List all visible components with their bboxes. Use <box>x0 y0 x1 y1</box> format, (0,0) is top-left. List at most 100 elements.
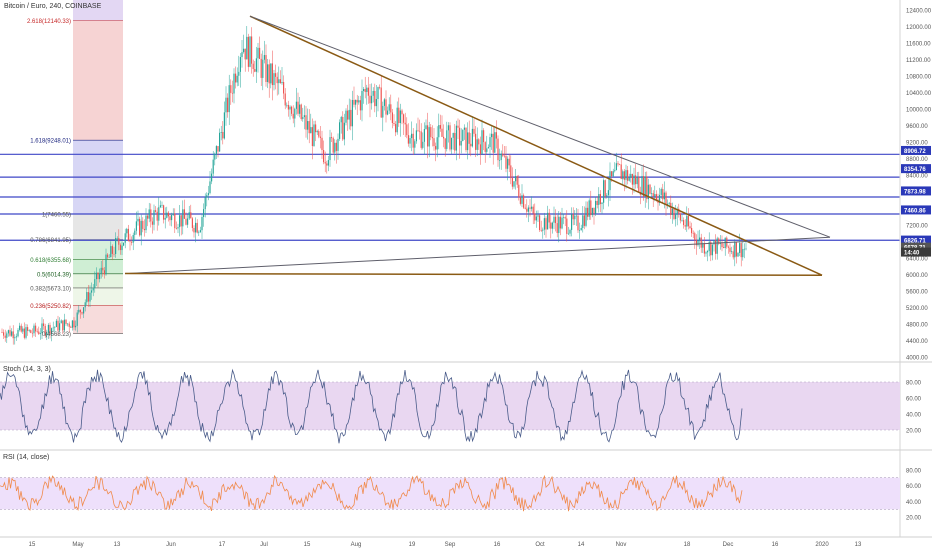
candle-body <box>86 292 88 303</box>
candle-body <box>73 320 75 328</box>
candle-body <box>399 110 401 124</box>
horizontal-levels[interactable] <box>0 153 900 241</box>
upper-trendline[interactable] <box>249 15 831 238</box>
rsi-line <box>0 474 743 512</box>
candle-body <box>151 221 153 225</box>
price-tick-4: 10800.00 <box>906 75 932 81</box>
candle-body <box>559 216 561 229</box>
candle-body <box>646 176 648 200</box>
candle-body <box>371 95 373 104</box>
price-tick-17: 5600.00 <box>906 289 928 295</box>
candle-body <box>75 325 77 328</box>
candle-body <box>451 137 453 150</box>
candle-body <box>438 125 440 138</box>
candle-body <box>716 238 718 254</box>
stoch-line <box>0 368 743 444</box>
candle-body <box>199 230 201 232</box>
time-tick-11: Oct <box>535 542 545 548</box>
candle-body <box>167 212 169 217</box>
candle-body <box>487 147 489 149</box>
stoch-pane[interactable]: 80.00 60.00 40.00 20.00 <box>0 368 922 444</box>
price-tick-18: 5200.00 <box>906 306 928 312</box>
candle-body <box>483 130 485 143</box>
candle-body <box>718 238 720 244</box>
candle-body <box>327 160 329 166</box>
fib-label-4: 0.618(6355.68) <box>30 258 71 264</box>
candle-body <box>310 127 312 134</box>
candle-body <box>38 331 40 335</box>
candle-body <box>388 104 390 111</box>
candle-body <box>193 227 195 233</box>
candle-body <box>171 215 173 221</box>
candle-body <box>673 208 675 219</box>
candle-body <box>723 247 725 249</box>
fib-zone-6 <box>73 287 123 306</box>
candle-body <box>719 243 721 244</box>
candle-body <box>425 125 427 129</box>
price-tick-5: 10400.00 <box>906 91 932 97</box>
time-axis[interactable]: 15 May 13 Jun 17 Jul 15 Aug 19 Sep 16 Oct 14 Nov 18 Dec… <box>29 542 862 548</box>
candle-body <box>439 125 441 129</box>
candle-body <box>543 218 545 230</box>
candle-body <box>262 59 264 78</box>
candle-body <box>385 99 387 115</box>
candle-body <box>454 132 456 151</box>
candle-body <box>467 132 469 151</box>
candle-body <box>6 333 8 338</box>
candle-body <box>215 146 217 154</box>
candle-body <box>271 63 273 86</box>
candle-body <box>307 121 309 130</box>
candle-body <box>430 127 432 138</box>
fib-label-1: 1.618(9248.01) <box>30 139 71 145</box>
candle-body <box>91 290 93 293</box>
candle-body <box>571 214 573 230</box>
candle-body <box>119 244 121 251</box>
candle-body <box>679 213 681 221</box>
fib-zone-7 <box>73 305 123 334</box>
trend-lines[interactable] <box>124 15 831 276</box>
candle-body <box>12 331 14 339</box>
candle-body <box>222 131 224 139</box>
price-label-bg-2 <box>901 186 931 196</box>
fib-zone-top <box>73 0 123 21</box>
candle-body <box>588 200 590 217</box>
candle-body <box>547 212 549 230</box>
candle-body <box>417 130 419 131</box>
candle-body <box>212 159 214 174</box>
candle-body <box>382 105 384 118</box>
candle-body <box>159 205 161 208</box>
candle-body <box>134 230 136 235</box>
candle-body <box>470 143 472 147</box>
candle-body <box>582 215 584 228</box>
rising-trendline[interactable] <box>124 236 831 275</box>
rsi-tick-0: 80.00 <box>906 468 922 474</box>
price-axis[interactable]: 12400.00 12000.00 11600.00 11200.00 10800.00… <box>901 9 932 362</box>
candle-body <box>633 175 635 185</box>
candle-body <box>532 206 534 214</box>
stoch-band <box>0 382 900 430</box>
time-tick-1: May <box>72 542 83 548</box>
candle-body <box>97 272 99 280</box>
candle-body <box>329 137 331 161</box>
base-trendline[interactable] <box>124 272 823 276</box>
candle-body <box>115 238 117 255</box>
candle-body <box>294 108 296 119</box>
descending-trendline[interactable] <box>249 15 823 276</box>
candle-body <box>211 173 213 182</box>
time-tick-15: Dec <box>723 542 734 548</box>
rsi-pane[interactable]: 80.00 60.00 40.00 20.00 <box>0 468 922 522</box>
candle-body <box>652 193 654 197</box>
candle-body <box>441 128 443 137</box>
candle-body <box>14 337 16 339</box>
candle-body <box>204 197 206 210</box>
price-label-bg-6 <box>901 247 931 257</box>
candle-body <box>99 274 101 280</box>
time-tick-17: 2020 <box>815 542 829 548</box>
candle-body <box>183 209 185 219</box>
candle-body <box>569 229 571 234</box>
candle-body <box>161 205 163 206</box>
candle-body <box>241 52 243 58</box>
candle-body <box>444 138 446 149</box>
candle-body <box>729 247 731 252</box>
